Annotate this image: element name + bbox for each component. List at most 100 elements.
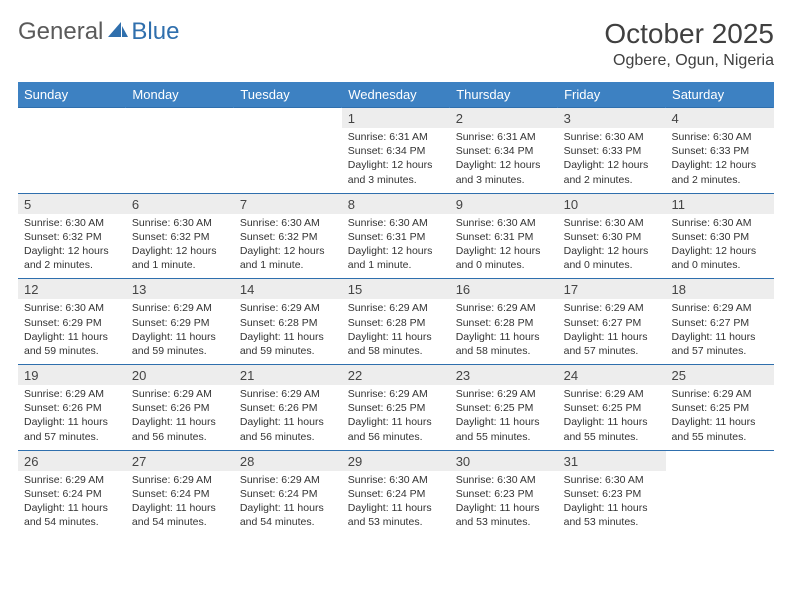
- day-number-row: 12131415161718: [18, 279, 774, 300]
- day-number-cell: 5: [18, 193, 126, 214]
- daylight-text: Daylight: 12 hours and 0 minutes.: [564, 244, 660, 272]
- daylight-text: Daylight: 12 hours and 0 minutes.: [672, 244, 768, 272]
- day-number-cell: 9: [450, 193, 558, 214]
- sunset-text: Sunset: 6:31 PM: [456, 230, 552, 244]
- sunset-text: Sunset: 6:32 PM: [132, 230, 228, 244]
- daylight-text: Daylight: 11 hours and 54 minutes.: [240, 501, 336, 529]
- sunset-text: Sunset: 6:23 PM: [564, 487, 660, 501]
- day-detail-cell: Sunrise: 6:29 AMSunset: 6:29 PMDaylight:…: [126, 299, 234, 364]
- day-detail-cell: [18, 128, 126, 193]
- day-detail-cell: Sunrise: 6:30 AMSunset: 6:23 PMDaylight:…: [558, 471, 666, 536]
- day-detail-cell: Sunrise: 6:29 AMSunset: 6:25 PMDaylight:…: [558, 385, 666, 450]
- day-detail-cell: Sunrise: 6:30 AMSunset: 6:32 PMDaylight:…: [18, 214, 126, 279]
- sunrise-text: Sunrise: 6:30 AM: [24, 216, 120, 230]
- daylight-text: Daylight: 11 hours and 58 minutes.: [456, 330, 552, 358]
- page-title: October 2025: [604, 18, 774, 50]
- day-header: Friday: [558, 82, 666, 108]
- daylight-text: Daylight: 12 hours and 1 minute.: [132, 244, 228, 272]
- day-number-cell: 15: [342, 279, 450, 300]
- day-number-cell: 2: [450, 108, 558, 129]
- daylight-text: Daylight: 12 hours and 3 minutes.: [456, 158, 552, 186]
- day-number-cell: 16: [450, 279, 558, 300]
- sunrise-text: Sunrise: 6:29 AM: [456, 387, 552, 401]
- daylight-text: Daylight: 11 hours and 57 minutes.: [564, 330, 660, 358]
- day-header: Tuesday: [234, 82, 342, 108]
- logo: General Blue: [18, 18, 179, 46]
- sunrise-text: Sunrise: 6:30 AM: [240, 216, 336, 230]
- day-detail-cell: Sunrise: 6:29 AMSunset: 6:25 PMDaylight:…: [450, 385, 558, 450]
- sunset-text: Sunset: 6:34 PM: [348, 144, 444, 158]
- day-detail-cell: Sunrise: 6:29 AMSunset: 6:28 PMDaylight:…: [234, 299, 342, 364]
- day-number-cell: 26: [18, 450, 126, 471]
- sunset-text: Sunset: 6:25 PM: [564, 401, 660, 415]
- daylight-text: Daylight: 11 hours and 53 minutes.: [456, 501, 552, 529]
- sunrise-text: Sunrise: 6:29 AM: [132, 473, 228, 487]
- day-number-cell: 10: [558, 193, 666, 214]
- day-number-cell: [234, 108, 342, 129]
- sunrise-text: Sunrise: 6:30 AM: [348, 473, 444, 487]
- day-detail-cell: Sunrise: 6:29 AMSunset: 6:25 PMDaylight:…: [342, 385, 450, 450]
- day-detail-cell: Sunrise: 6:29 AMSunset: 6:26 PMDaylight:…: [18, 385, 126, 450]
- day-number-cell: 24: [558, 365, 666, 386]
- sunset-text: Sunset: 6:25 PM: [456, 401, 552, 415]
- day-detail-cell: Sunrise: 6:29 AMSunset: 6:28 PMDaylight:…: [450, 299, 558, 364]
- daylight-text: Daylight: 11 hours and 58 minutes.: [348, 330, 444, 358]
- day-number-cell: 8: [342, 193, 450, 214]
- daylight-text: Daylight: 11 hours and 53 minutes.: [348, 501, 444, 529]
- day-number-row: 567891011: [18, 193, 774, 214]
- day-header-row: Sunday Monday Tuesday Wednesday Thursday…: [18, 82, 774, 108]
- day-header: Wednesday: [342, 82, 450, 108]
- sunrise-text: Sunrise: 6:31 AM: [348, 130, 444, 144]
- daylight-text: Daylight: 11 hours and 55 minutes.: [456, 415, 552, 443]
- day-header: Thursday: [450, 82, 558, 108]
- sunrise-text: Sunrise: 6:29 AM: [672, 387, 768, 401]
- day-detail-cell: Sunrise: 6:29 AMSunset: 6:26 PMDaylight:…: [234, 385, 342, 450]
- day-number-cell: 28: [234, 450, 342, 471]
- day-number-cell: 11: [666, 193, 774, 214]
- sunrise-text: Sunrise: 6:29 AM: [564, 387, 660, 401]
- day-detail-cell: Sunrise: 6:31 AMSunset: 6:34 PMDaylight:…: [450, 128, 558, 193]
- sunrise-text: Sunrise: 6:29 AM: [240, 301, 336, 315]
- day-header: Monday: [126, 82, 234, 108]
- sunset-text: Sunset: 6:26 PM: [132, 401, 228, 415]
- daylight-text: Daylight: 12 hours and 0 minutes.: [456, 244, 552, 272]
- daylight-text: Daylight: 12 hours and 1 minute.: [240, 244, 336, 272]
- day-detail-cell: Sunrise: 6:30 AMSunset: 6:32 PMDaylight:…: [126, 214, 234, 279]
- sunset-text: Sunset: 6:27 PM: [564, 316, 660, 330]
- sunset-text: Sunset: 6:33 PM: [672, 144, 768, 158]
- day-detail-cell: Sunrise: 6:29 AMSunset: 6:26 PMDaylight:…: [126, 385, 234, 450]
- day-number-cell: 20: [126, 365, 234, 386]
- logo-sail-icon: [107, 20, 129, 45]
- day-detail-cell: Sunrise: 6:29 AMSunset: 6:24 PMDaylight:…: [18, 471, 126, 536]
- sunrise-text: Sunrise: 6:30 AM: [456, 216, 552, 230]
- sunset-text: Sunset: 6:29 PM: [24, 316, 120, 330]
- sunrise-text: Sunrise: 6:29 AM: [24, 387, 120, 401]
- day-detail-cell: Sunrise: 6:29 AMSunset: 6:24 PMDaylight:…: [234, 471, 342, 536]
- sunrise-text: Sunrise: 6:30 AM: [24, 301, 120, 315]
- day-number-cell: 31: [558, 450, 666, 471]
- day-number-cell: 23: [450, 365, 558, 386]
- day-detail-cell: Sunrise: 6:30 AMSunset: 6:30 PMDaylight:…: [558, 214, 666, 279]
- day-number-cell: 18: [666, 279, 774, 300]
- calendar-body: 1234 Sunrise: 6:31 AMSunset: 6:34 PMDayl…: [18, 108, 774, 536]
- daylight-text: Daylight: 12 hours and 2 minutes.: [672, 158, 768, 186]
- day-detail-cell: Sunrise: 6:29 AMSunset: 6:24 PMDaylight:…: [126, 471, 234, 536]
- title-block: October 2025 Ogbere, Ogun, Nigeria: [604, 18, 774, 70]
- sunset-text: Sunset: 6:28 PM: [456, 316, 552, 330]
- day-detail-cell: Sunrise: 6:30 AMSunset: 6:33 PMDaylight:…: [666, 128, 774, 193]
- day-header: Sunday: [18, 82, 126, 108]
- day-detail-cell: Sunrise: 6:30 AMSunset: 6:30 PMDaylight:…: [666, 214, 774, 279]
- sunrise-text: Sunrise: 6:29 AM: [348, 387, 444, 401]
- sunset-text: Sunset: 6:26 PM: [24, 401, 120, 415]
- day-detail-cell: Sunrise: 6:30 AMSunset: 6:31 PMDaylight:…: [450, 214, 558, 279]
- day-number-cell: 3: [558, 108, 666, 129]
- daylight-text: Daylight: 12 hours and 2 minutes.: [24, 244, 120, 272]
- daylight-text: Daylight: 12 hours and 1 minute.: [348, 244, 444, 272]
- day-number-cell: 29: [342, 450, 450, 471]
- day-detail-cell: Sunrise: 6:30 AMSunset: 6:32 PMDaylight:…: [234, 214, 342, 279]
- daylight-text: Daylight: 11 hours and 54 minutes.: [132, 501, 228, 529]
- daylight-text: Daylight: 11 hours and 56 minutes.: [132, 415, 228, 443]
- day-detail-row: Sunrise: 6:30 AMSunset: 6:32 PMDaylight:…: [18, 214, 774, 279]
- sunset-text: Sunset: 6:24 PM: [240, 487, 336, 501]
- daylight-text: Daylight: 11 hours and 56 minutes.: [348, 415, 444, 443]
